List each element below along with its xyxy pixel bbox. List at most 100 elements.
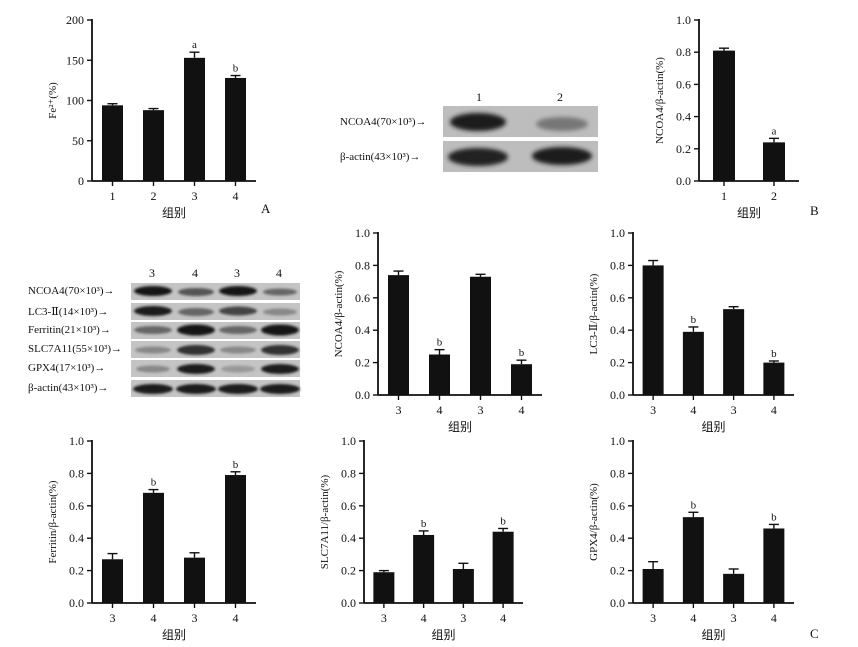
significance-label: b — [500, 515, 506, 527]
x-tick-label: 3 — [650, 403, 656, 417]
blot-c-band — [219, 286, 257, 296]
x-tick-label: 4 — [151, 611, 157, 625]
x-tick-label: 4 — [233, 611, 239, 625]
blot-b-lane-label: 2 — [557, 90, 563, 104]
blot-c-band — [261, 364, 299, 374]
bar — [388, 275, 409, 395]
x-axis-title: 组别 — [737, 206, 761, 220]
bar — [184, 557, 205, 603]
y-axis-title: Fe²⁺(%) — [47, 82, 59, 119]
blot-b-band — [536, 117, 588, 131]
y-tick-label: 0.8 — [69, 466, 84, 480]
y-tick-label: 0.2 — [341, 564, 356, 578]
y-tick-label: 0.4 — [355, 323, 370, 337]
bar — [413, 534, 435, 603]
significance-label: b — [771, 511, 777, 523]
blot-b-lane-label: 1 — [476, 90, 482, 104]
blot-c-band — [134, 286, 172, 296]
significance-label: a — [772, 125, 777, 137]
blot-c-band — [219, 306, 257, 316]
blot-c-row-label: GPX4(17×10³)→ — [28, 362, 106, 374]
x-axis-title: 组别 — [701, 420, 725, 434]
blot-c-band — [218, 384, 258, 394]
x-tick-label: 4 — [437, 403, 443, 417]
blot-c-lane-label: 3 — [234, 266, 240, 280]
x-tick-label: 3 — [192, 189, 198, 203]
blot-c-band — [135, 346, 171, 354]
bar — [713, 50, 735, 182]
blot-c-band — [134, 306, 172, 316]
blot-b-band — [448, 148, 508, 166]
y-tick-label: 0.8 — [355, 258, 370, 272]
x-axis-title: 组别 — [431, 628, 455, 642]
x-tick-label: 3 — [731, 611, 737, 625]
y-tick-label: 0.0 — [341, 596, 356, 610]
y-tick-label: 150 — [66, 53, 84, 67]
y-tick-label: 0.2 — [355, 356, 370, 370]
y-tick-label: 0.0 — [676, 174, 691, 188]
y-tick-label: 0.0 — [355, 388, 370, 402]
bar — [723, 573, 745, 603]
x-tick-label: 3 — [396, 403, 402, 417]
x-tick-label: 4 — [421, 611, 427, 625]
blot-c-lane-label: 4 — [192, 266, 198, 280]
blot-b-band — [450, 113, 506, 131]
x-tick-label: 4 — [690, 611, 696, 625]
y-tick-label: 0.8 — [676, 45, 691, 59]
significance-label: b — [437, 337, 443, 349]
y-tick-label: 0.2 — [676, 142, 691, 156]
bar — [642, 568, 664, 603]
y-tick-label: 0.6 — [610, 499, 625, 513]
panel-letter-a: A — [261, 201, 271, 216]
x-tick-label: 1 — [110, 189, 116, 203]
y-tick-label: 0.2 — [610, 356, 625, 370]
x-tick-label: 3 — [460, 611, 466, 625]
y-tick-label: 1.0 — [676, 13, 691, 27]
y-tick-label: 0.8 — [610, 466, 625, 480]
bar — [225, 77, 246, 181]
blot-c-band — [178, 308, 214, 316]
x-tick-label: 4 — [690, 403, 696, 417]
y-tick-label: 0.8 — [610, 258, 625, 272]
panel-letter-c: C — [810, 626, 819, 641]
blot-c-band — [260, 384, 300, 394]
x-axis-title: 组别 — [448, 420, 472, 434]
y-tick-label: 0.8 — [341, 466, 356, 480]
x-tick-label: 3 — [110, 611, 116, 625]
y-tick-label: 0.0 — [610, 596, 625, 610]
blot-b-image — [443, 106, 598, 172]
y-axis-title: NCOA4/β-actin(%) — [654, 57, 666, 144]
y-tick-label: 100 — [66, 94, 84, 108]
significance-label: b — [691, 499, 697, 511]
panel-letter-b: B — [810, 203, 819, 218]
x-tick-label: 2 — [151, 189, 157, 203]
blot-c-row-label: SLC7A11(55×10³)→ — [28, 343, 123, 355]
blot-c-lane-label: 3 — [149, 266, 155, 280]
bar — [184, 57, 205, 181]
significance-label: b — [233, 63, 239, 75]
y-axis-title: Ferritin/β-actin(%) — [47, 480, 59, 564]
significance-label: b — [421, 518, 427, 530]
significance-label: b — [233, 459, 239, 471]
blot-c-band — [177, 364, 215, 374]
blot-c-band — [263, 308, 297, 316]
y-tick-label: 0.0 — [610, 388, 625, 402]
y-tick-label: 1.0 — [610, 226, 625, 240]
x-tick-label: 4 — [233, 189, 239, 203]
blot-c-band — [177, 324, 215, 336]
y-axis-title: SLC7A11/β-actin(%) — [319, 474, 331, 569]
bar — [763, 142, 785, 181]
y-tick-label: 1.0 — [69, 434, 84, 448]
blot-b-row-label: NCOA4(70×10³)→ — [340, 116, 427, 128]
bar — [429, 354, 450, 395]
y-tick-label: 0.0 — [69, 596, 84, 610]
y-tick-label: 0.4 — [610, 531, 625, 545]
x-tick-label: 1 — [721, 189, 727, 203]
x-tick-label: 4 — [500, 611, 506, 625]
blot-c-band — [133, 384, 173, 394]
y-tick-label: 0.6 — [69, 499, 84, 513]
blot-c-row-label: Ferritin(21×10³)→ — [28, 324, 111, 336]
significance-label: b — [771, 348, 777, 360]
y-tick-label: 0.6 — [341, 499, 356, 513]
